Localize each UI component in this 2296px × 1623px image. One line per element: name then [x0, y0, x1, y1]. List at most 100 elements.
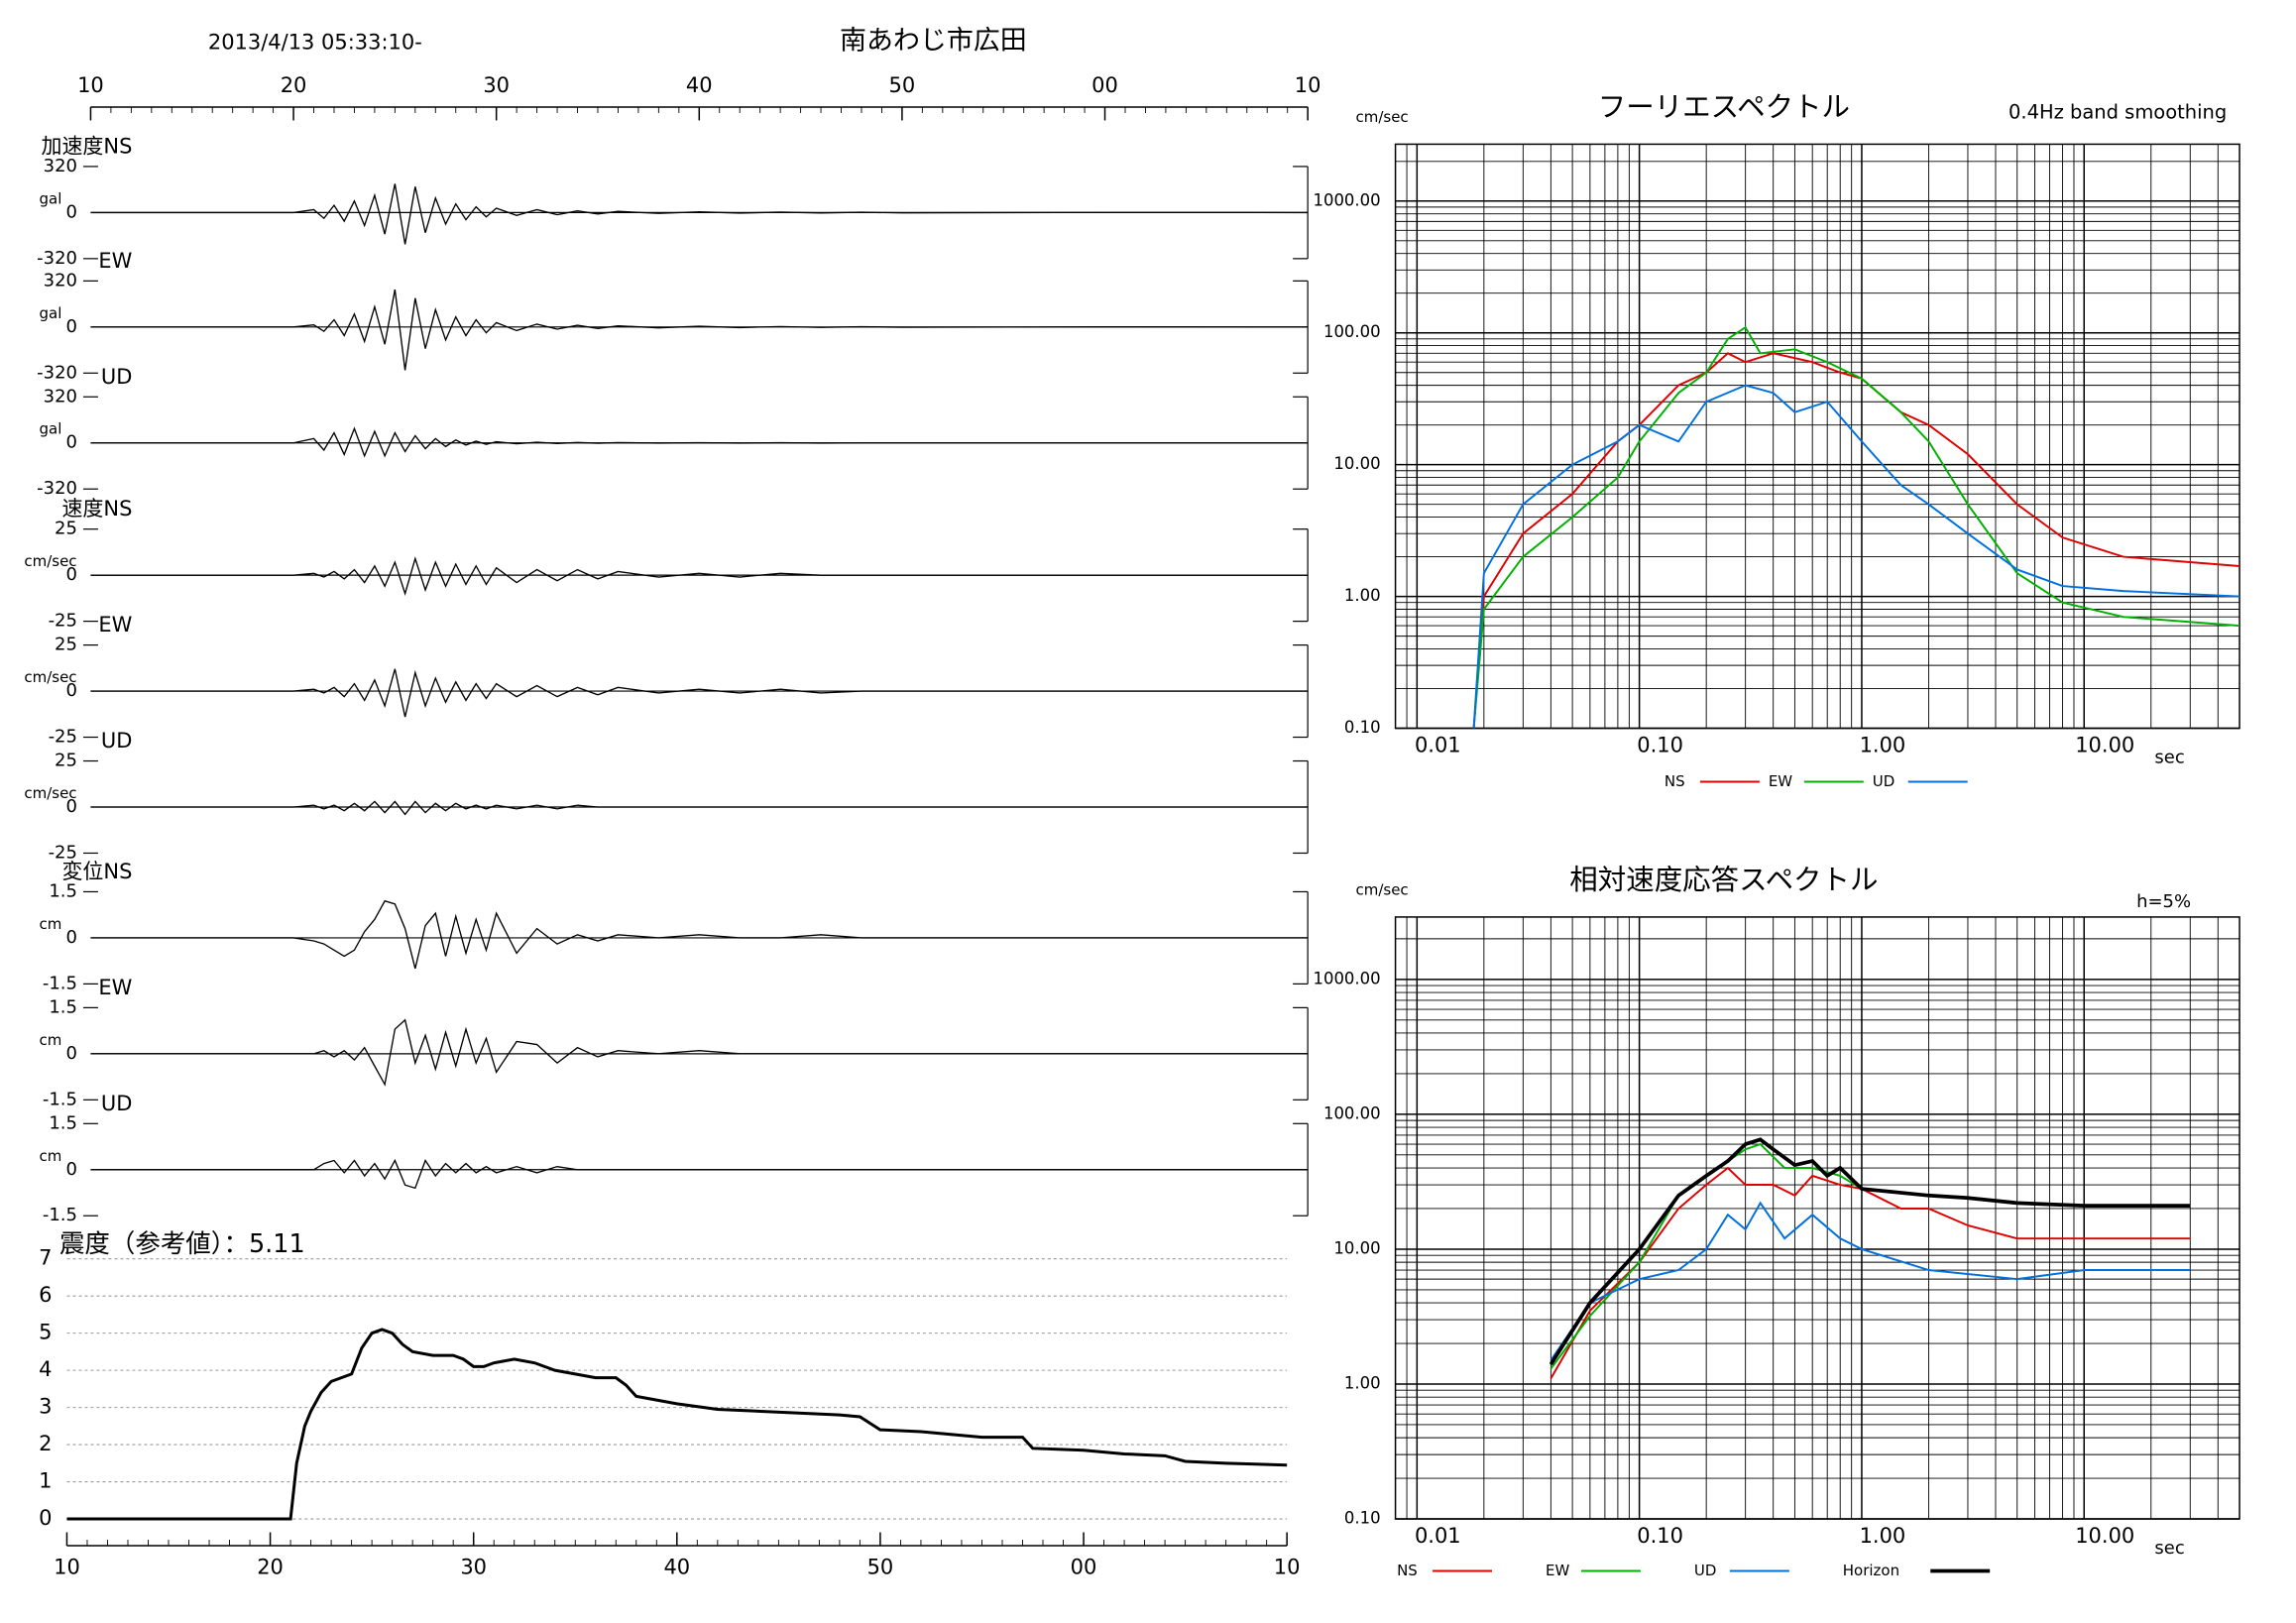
plot-frame — [1394, 143, 2240, 730]
unit-label: gal — [40, 420, 62, 438]
y-tick-label: 0 — [66, 1043, 77, 1064]
y-tick-label: 100.00 — [1323, 1103, 1381, 1122]
y-tick-label: 0 — [66, 680, 77, 701]
panel-title: EW — [98, 249, 132, 273]
waveform — [90, 668, 1309, 718]
unit-label: cm/sec — [24, 552, 76, 570]
y-tick-label: 1.00 — [1344, 1373, 1381, 1392]
y-tick-label: 1.5 — [49, 880, 77, 901]
y-tick-label: 1.00 — [1344, 586, 1381, 605]
legend-label: EW — [1769, 772, 1792, 790]
waveform — [90, 1158, 1309, 1190]
unit-label: cm — [40, 1147, 62, 1165]
chart-subtitle: 0.4Hz band smoothing — [2009, 100, 2227, 123]
annotation: h=5% — [2136, 891, 2191, 912]
y-tick-label: -320 — [37, 478, 77, 499]
x-tick-label: 0.01 — [1415, 734, 1461, 757]
x-tick-label: 1.00 — [1860, 1524, 1906, 1548]
unit-label: cm/sec — [24, 668, 76, 686]
spectrum-line — [1550, 1166, 2191, 1379]
panel-title: UD — [101, 1092, 133, 1115]
panel-title: UD — [101, 729, 133, 753]
y-tick-label: 3 — [39, 1395, 52, 1419]
y-tick-label: 1000.00 — [1313, 969, 1380, 987]
chart-title: 震度（参考値）：5.11 — [59, 1229, 305, 1259]
waveform — [90, 183, 1309, 245]
y-tick-label: 0 — [66, 796, 77, 817]
y-tick-label: 2 — [39, 1432, 52, 1455]
x-unit: sec — [2154, 748, 2184, 768]
spectrum-line — [1472, 352, 2240, 729]
x-tick-label: 0.01 — [1415, 1524, 1461, 1548]
y-tick-label: 1000.00 — [1313, 190, 1380, 209]
x-tick-label: 10 — [54, 1556, 80, 1579]
x-tick-label: 30 — [460, 1556, 487, 1579]
unit-label: gal — [40, 189, 62, 207]
y-tick-label: 0 — [39, 1506, 52, 1530]
y-tick-label: 10.00 — [1333, 454, 1380, 473]
y-tick-label: -25 — [49, 727, 77, 748]
y-tick-label: 7 — [39, 1246, 52, 1270]
x-unit: sec — [2154, 1538, 2184, 1559]
x-tick-label: 10 — [1274, 1556, 1301, 1579]
x-tick-label: 10.00 — [2075, 734, 2134, 757]
spectrum-line — [1472, 325, 2240, 729]
datetime: 2013/4/13 05:33:10- — [208, 31, 422, 55]
panel-title: EW — [98, 613, 132, 637]
x-tick-label: 0.10 — [1637, 1524, 1683, 1548]
y-tick-label: 1.5 — [49, 996, 77, 1017]
intensity-line — [66, 1328, 1288, 1521]
spectrum-line — [1550, 1142, 2191, 1370]
x-tick-label: 10 — [77, 73, 104, 97]
legend-label: UD — [1873, 772, 1895, 790]
y-tick-label: -25 — [49, 611, 77, 632]
x-tick-label: 00 — [1091, 73, 1118, 97]
legend-label: UD — [1694, 1562, 1717, 1579]
waveform — [90, 556, 1309, 597]
legend-label: EW — [1546, 1562, 1569, 1579]
y-tick-label: -1.5 — [43, 1089, 77, 1109]
spectrum-line — [1472, 384, 2240, 729]
waveform — [90, 800, 1309, 816]
y-tick-label: 25 — [55, 751, 77, 771]
panel-title: UD — [101, 365, 133, 389]
y-tick-label: 0 — [66, 201, 77, 222]
x-tick-label: 1.00 — [1860, 734, 1906, 757]
y-tick-label: 6 — [39, 1283, 52, 1307]
y-tick-label: -1.5 — [43, 1205, 77, 1225]
y-tick-label: 320 — [44, 156, 77, 176]
legend-label: Horizon — [1843, 1562, 1899, 1579]
unit-label: cm/sec — [24, 784, 76, 802]
waveform — [90, 899, 1309, 970]
y-tick-label: -320 — [37, 248, 77, 269]
spectrum-line — [1550, 1201, 2191, 1361]
y-unit: cm/sec — [1356, 880, 1409, 898]
legend-label: NS — [1665, 772, 1685, 790]
x-tick-label: 0.10 — [1637, 734, 1683, 757]
y-tick-label: 320 — [44, 270, 77, 290]
x-tick-label: 50 — [867, 1556, 894, 1579]
x-tick-label: 40 — [686, 73, 713, 97]
legend-label: NS — [1397, 1562, 1418, 1579]
y-unit: cm/sec — [1356, 108, 1409, 126]
y-tick-label: 25 — [55, 519, 77, 539]
panel-title: 変位NS — [61, 860, 132, 883]
x-tick-label: 10 — [1295, 73, 1321, 97]
y-tick-label: 10.00 — [1333, 1238, 1380, 1257]
y-tick-label: 1 — [39, 1469, 52, 1493]
x-tick-label: 30 — [483, 73, 510, 97]
unit-label: gal — [40, 304, 62, 322]
unit-label: cm — [40, 1031, 62, 1049]
station-name: 南あわじ市広田 — [840, 26, 1027, 57]
x-tick-label: 50 — [889, 73, 916, 97]
waveform — [90, 426, 1309, 458]
unit-label: cm — [40, 915, 62, 933]
y-tick-label: 100.00 — [1323, 322, 1381, 341]
waveform — [90, 289, 1309, 371]
chart-title: 相対速度応答スペクトル — [1569, 864, 1878, 896]
y-tick-label: 4 — [39, 1357, 52, 1381]
y-tick-label: -1.5 — [43, 973, 77, 993]
y-tick-label: 5 — [39, 1321, 52, 1344]
x-tick-label: 20 — [281, 73, 307, 97]
